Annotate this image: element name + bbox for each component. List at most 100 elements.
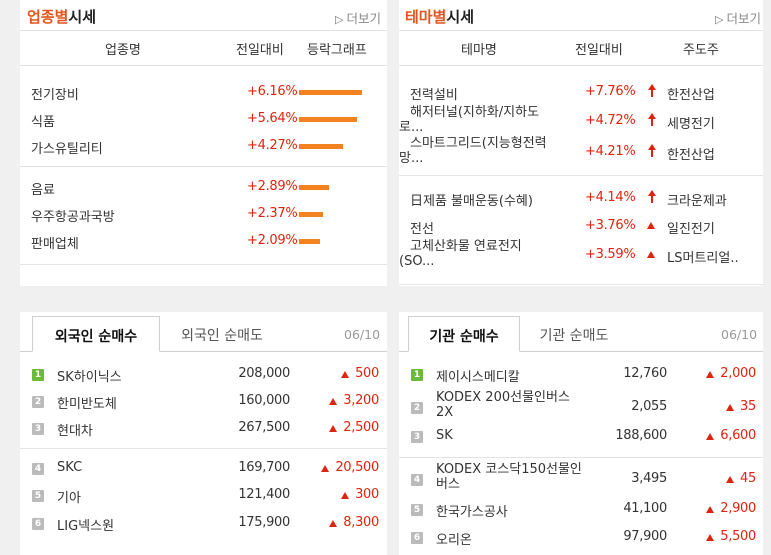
theme-leader[interactable]: LS머트리얼.. (667, 251, 739, 266)
stock-name-line1: KODEX 200선물인버스 (436, 390, 570, 405)
theme-title-accent: 테마별 (405, 8, 447, 26)
col-theme-name: 테마명 (461, 43, 497, 58)
change-bar (299, 117, 357, 122)
stock-change: 2,500 (343, 420, 379, 435)
stock-change: 20,500 (335, 460, 379, 475)
table-row[interactable]: 전기장비 +6.16% (20, 80, 387, 106)
theme-name[interactable]: 해저터널(지하화/지하도 로... (399, 105, 569, 135)
list-item[interactable]: 6 LIG넥스원 175,900 8,300 (20, 511, 387, 539)
table-row[interactable]: 식품 +5.64% (20, 107, 387, 133)
theme-leader[interactable]: 일진전기 (667, 222, 715, 237)
industry-name[interactable]: 전기장비 (31, 88, 79, 103)
tab-foreign-net-sell[interactable]: 외국인 순매도 (181, 328, 263, 344)
list-item[interactable]: 2 한미반도체 160,000 3,200 (20, 389, 387, 417)
list-item[interactable]: 1 제이시스메디칼 12,760 2,000 (399, 362, 763, 390)
industry-name[interactable]: 우주항공과국방 (31, 210, 115, 225)
theme-more-link[interactable]: ▷ 더보기 (715, 8, 761, 27)
list-item[interactable]: 1 SK하이닉스 208,000 500 (20, 362, 387, 390)
triangle-up-icon (706, 534, 715, 541)
stock-change: 300 (355, 487, 379, 502)
rank-badge: 5 (32, 490, 44, 502)
theme-name[interactable]: 전선 (410, 222, 434, 237)
stock-price: 3,495 (631, 471, 667, 486)
theme-name-line2: (SO... (399, 254, 435, 269)
stock-name[interactable]: 제이시스메디칼 (436, 370, 520, 385)
industry-more-link[interactable]: ▷ 더보기 (335, 8, 381, 27)
row-divider (20, 264, 387, 265)
table-row[interactable]: 전선 +3.76% 일진전기 (399, 214, 763, 244)
industry-name[interactable]: 음료 (31, 183, 55, 198)
stock-name[interactable]: 한미반도체 (57, 397, 117, 412)
theme-change: +4.72% (585, 113, 636, 128)
tab-institution-net-sell[interactable]: 기관 순매도 (539, 328, 609, 344)
list-item[interactable]: 3 현대차 267,500 2,500 (20, 416, 387, 444)
table-row[interactable]: 日제품 불매운동(수혜) +4.14% 크라운제과 (399, 186, 763, 216)
list-item[interactable]: 5 한국가스공사 41,100 2,900 (399, 497, 763, 525)
list-item[interactable]: 2 KODEX 200선물인버스 2X 2,055 35 (399, 390, 763, 423)
stock-name-line2: 버스 (436, 477, 460, 492)
triangle-up-icon (706, 371, 715, 378)
table-row[interactable]: 전력설비 +7.76% 한전산업 (399, 80, 763, 110)
theme-change: +3.59% (585, 247, 636, 262)
rank-badge: 6 (32, 518, 44, 530)
stock-price: 12,760 (623, 366, 667, 381)
stock-price: 267,500 (238, 420, 290, 435)
industry-change: +6.16% (247, 84, 298, 99)
table-row[interactable]: 스마트그리드(지능형전력 망... +4.21% 한전산업 (399, 136, 763, 170)
theme-name[interactable]: 스마트그리드(지능형전력 망... (399, 136, 569, 166)
section-separator (20, 286, 763, 312)
stock-name[interactable]: SKC (57, 460, 83, 475)
stock-name[interactable]: SK (436, 428, 453, 443)
theme-name[interactable]: 日제품 불매운동(수혜) (410, 194, 533, 209)
stock-name[interactable]: KODEX 200선물인버스 2X (436, 390, 606, 420)
theme-leader[interactable]: 한전산업 (667, 88, 715, 103)
table-row[interactable]: 고체산화물 연료전지 (SO... +3.59% LS머트리얼.. (399, 239, 763, 273)
stock-name[interactable]: 오리온 (436, 533, 472, 548)
stock-price: 41,100 (623, 501, 667, 516)
table-row[interactable]: 해저터널(지하화/지하도 로... +4.72% 세명전기 (399, 105, 763, 139)
industry-change: +2.37% (247, 206, 298, 221)
col-industry-name: 업종명 (105, 43, 141, 58)
triangle-up-icon (647, 222, 655, 229)
triangle-up-icon (329, 520, 338, 527)
theme-leader[interactable]: 크라운제과 (667, 194, 727, 209)
list-item[interactable]: 4 SKC 169,700 20,500 (20, 456, 387, 484)
stock-name[interactable]: KODEX 코스닥150선물인 버스 (436, 462, 606, 492)
table-row[interactable]: 음료 +2.89% (20, 175, 387, 201)
industry-name[interactable]: 식품 (31, 115, 55, 130)
stock-price: 160,000 (238, 393, 290, 408)
rank-badge: 1 (32, 369, 44, 381)
foreign-date: 06/10 (344, 327, 381, 342)
list-item[interactable]: 5 기아 121,400 300 (20, 483, 387, 511)
industry-name[interactable]: 판매업체 (31, 237, 79, 252)
stock-name[interactable]: LIG넥스원 (57, 519, 115, 534)
list-item[interactable]: 4 KODEX 코스닥150선물인 버스 3,495 45 (399, 462, 763, 495)
industry-title: 업종별시세 (27, 6, 96, 27)
theme-name[interactable]: 고체산화물 연료전지 (SO... (399, 239, 569, 269)
change-bar (299, 144, 343, 149)
stock-name[interactable]: 한국가스공사 (436, 505, 508, 520)
tab-institution-net-buy[interactable]: 기관 순매수 (408, 316, 520, 352)
tab-foreign-net-buy[interactable]: 외국인 순매수 (32, 316, 160, 352)
industry-name[interactable]: 가스유틸리티 (31, 142, 103, 157)
table-row[interactable]: 가스유틸리티 +4.27% (20, 134, 387, 160)
stock-name[interactable]: SK하이닉스 (57, 370, 122, 385)
industry-title-rest: 시세 (68, 8, 97, 26)
table-row[interactable]: 판매업체 +2.09% (20, 229, 387, 255)
industry-change: +2.89% (247, 179, 298, 194)
triangle-up-icon (321, 465, 330, 472)
industry-more-label: 더보기 (346, 11, 381, 26)
triangle-up-icon (726, 476, 735, 483)
triangle-up-icon (329, 425, 338, 432)
table-row[interactable]: 우주항공과국방 +2.37% (20, 202, 387, 228)
rank-badge: 2 (411, 402, 423, 414)
stock-name[interactable]: 기아 (57, 491, 81, 506)
col-graph: 등락그래프 (307, 43, 367, 58)
stock-name[interactable]: 현대차 (57, 424, 93, 439)
list-item[interactable]: 6 오리온 97,900 5,500 (399, 525, 763, 553)
theme-leader[interactable]: 한전산업 (667, 148, 715, 163)
list-item[interactable]: 3 SK 188,600 6,600 (399, 424, 763, 452)
rank-badge: 6 (411, 532, 423, 544)
theme-name[interactable]: 전력설비 (410, 88, 458, 103)
theme-leader[interactable]: 세명전기 (667, 117, 715, 132)
